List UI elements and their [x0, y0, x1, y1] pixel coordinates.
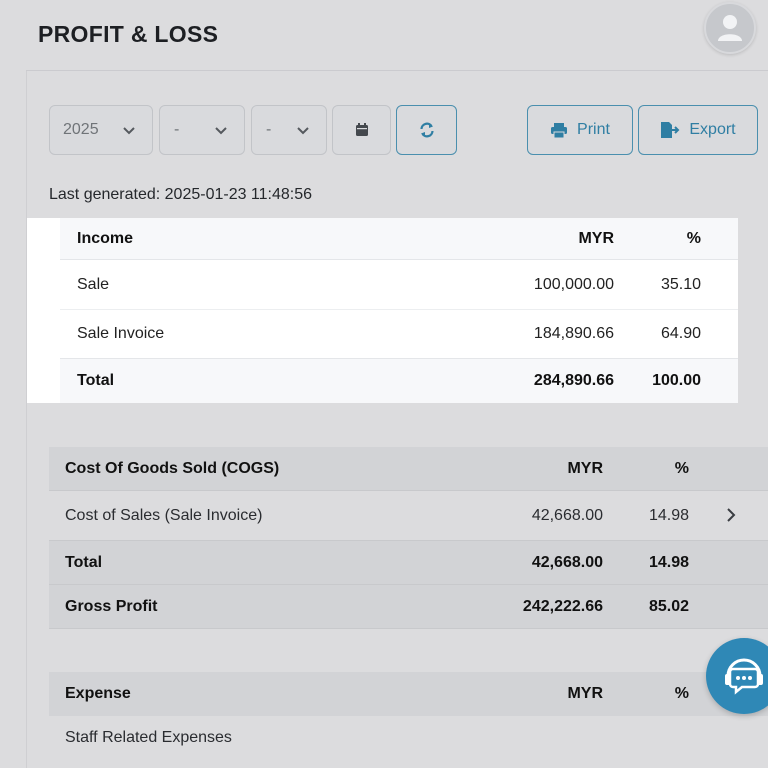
expense-header-percent: % — [674, 685, 689, 702]
file-export-icon — [661, 122, 680, 138]
day-select[interactable]: - — [251, 105, 327, 155]
income-total-row: Total 284,890.66 100.00 — [60, 359, 738, 403]
income-header-row: Income MYR % — [60, 218, 738, 260]
gross-profit-label: Gross Profit — [65, 597, 158, 615]
chevron-down-icon — [215, 127, 227, 135]
refresh-button[interactable] — [396, 105, 457, 155]
chat-support-icon — [725, 658, 763, 695]
cogs-total-row: Total 42,668.00 14.98 — [49, 541, 768, 585]
page-title: PROFIT & LOSS — [38, 21, 219, 47]
year-select[interactable]: 2025 — [49, 105, 153, 155]
row-amount: 100,000.00 — [533, 275, 614, 293]
export-button[interactable]: Export — [638, 105, 758, 155]
expense-header-currency: MYR — [567, 685, 603, 702]
month-select-value: - — [174, 121, 180, 138]
row-percent: 35.10 — [660, 275, 701, 293]
user-icon — [718, 15, 742, 41]
calendar-icon — [355, 123, 368, 136]
income-header-label: Income — [77, 229, 134, 247]
chevron-right-icon[interactable] — [724, 507, 738, 523]
total-percent: 100.00 — [652, 372, 701, 389]
gross-profit-row: Gross Profit 242,222.66 85.02 — [49, 585, 768, 629]
cogs-header-label: Cost Of Goods Sold (COGS) — [65, 459, 280, 477]
cogs-header-row: Cost Of Goods Sold (COGS) MYR % — [49, 447, 768, 491]
calendar-button[interactable] — [332, 105, 391, 155]
gross-profit-percent: 85.02 — [648, 597, 689, 615]
row-percent: 64.90 — [660, 325, 701, 342]
last-generated-text: Last generated: 2025-01-23 11:48:56 — [49, 186, 313, 203]
income-header-percent: % — [686, 229, 701, 247]
table-row[interactable]: Cost of Sales (Sale Invoice) 42,668.00 1… — [49, 491, 768, 541]
row-percent: 14.98 — [648, 506, 689, 524]
total-amount: 42,668.00 — [531, 553, 603, 571]
print-label: Print — [577, 121, 610, 138]
cogs-header-currency: MYR — [567, 459, 603, 477]
total-label: Total — [65, 553, 103, 571]
export-label: Export — [689, 121, 736, 138]
table-row[interactable]: Sale Invoice 184,890.66 64.90 — [60, 310, 738, 359]
cogs-header-percent: % — [674, 459, 689, 477]
total-label: Total — [77, 372, 115, 389]
gross-profit-amount: 242,222.66 — [522, 597, 603, 615]
day-select-value: - — [266, 121, 272, 138]
expense-header-label: Expense — [65, 685, 131, 702]
content-border — [26, 71, 27, 768]
row-label: Cost of Sales (Sale Invoice) — [65, 506, 263, 524]
user-avatar[interactable] — [704, 2, 756, 54]
row-label: Staff Related Expenses — [65, 729, 232, 746]
expense-header-row: Expense MYR % — [49, 672, 768, 716]
header-divider — [26, 70, 768, 71]
printer-icon — [551, 122, 568, 138]
table-row[interactable]: Staff Related Expenses — [49, 716, 768, 760]
year-select-value: 2025 — [63, 121, 99, 138]
row-amount: 42,668.00 — [531, 506, 603, 524]
chevron-down-icon — [123, 127, 135, 135]
row-amount: 184,890.66 — [533, 325, 614, 342]
refresh-icon — [419, 122, 434, 138]
month-select[interactable]: - — [159, 105, 245, 155]
chat-support-button[interactable] — [706, 638, 768, 714]
print-button[interactable]: Print — [527, 105, 633, 155]
income-header-currency: MYR — [578, 229, 614, 247]
row-label: Sale Invoice — [77, 325, 165, 342]
page-header: PROFIT & LOSS — [0, 0, 768, 70]
row-label: Sale — [77, 275, 110, 293]
chevron-down-icon — [297, 127, 309, 135]
total-percent: 14.98 — [648, 553, 689, 571]
table-row[interactable]: Sale 100,000.00 35.10 — [60, 260, 738, 310]
total-amount: 284,890.66 — [533, 372, 614, 389]
